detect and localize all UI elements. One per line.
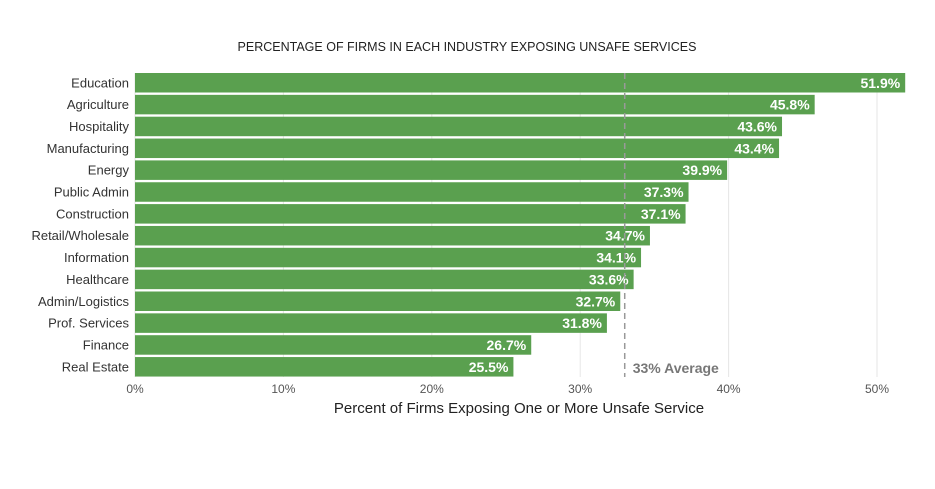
- bar-value-label: 39.9%: [682, 162, 722, 178]
- chart-title: PERCENTAGE OF FIRMS IN EACH INDUSTRY EXP…: [238, 40, 697, 54]
- bar: [135, 138, 780, 159]
- category-label: Finance: [83, 337, 129, 352]
- x-tick-label: 10%: [271, 382, 295, 396]
- category-label: Healthcare: [66, 272, 129, 287]
- bar-value-label: 34.1%: [596, 250, 636, 266]
- category-label: Information: [64, 250, 129, 265]
- category-label: Manufacturing: [47, 141, 129, 156]
- bar-value-label: 43.6%: [737, 118, 777, 134]
- reference-line-group: 33% Average: [623, 73, 719, 377]
- category-label: Retail/Wholesale: [31, 228, 129, 243]
- bar: [135, 225, 650, 246]
- bar: [135, 247, 642, 268]
- bar: [135, 291, 621, 311]
- category-label: Admin/Logistics: [38, 294, 130, 309]
- bar: [135, 357, 514, 377]
- x-tick-label: 40%: [717, 382, 741, 396]
- category-label: Energy: [88, 163, 130, 178]
- x-tick-label: 30%: [568, 382, 592, 396]
- bar-value-label: 26.7%: [487, 337, 527, 353]
- bar: [135, 335, 532, 355]
- category-label: Agriculture: [67, 97, 129, 112]
- category-label: Hospitality: [69, 119, 129, 134]
- bar: [135, 73, 906, 93]
- bar-value-label: 37.1%: [641, 206, 681, 222]
- category-labels: Education Agriculture Hospitality Manufactu…: [31, 75, 129, 374]
- average-label: 33% Average: [633, 360, 719, 376]
- bar: [135, 160, 728, 180]
- x-tick-label: 20%: [420, 382, 444, 396]
- x-tick-label: 50%: [865, 382, 889, 396]
- bar-value-label: 25.5%: [469, 359, 509, 375]
- bar-value-label: 37.3%: [644, 184, 684, 200]
- bar: [135, 182, 689, 202]
- category-label: Education: [71, 75, 129, 90]
- bar: [135, 269, 634, 290]
- bar: [135, 204, 686, 224]
- x-tick-labels: 0% 10% 20% 30% 40% 50%: [126, 382, 889, 396]
- bars: 51.9%45.8%43.6%43.4%39.9%37.3%37.1%34.7%…: [135, 73, 906, 377]
- category-label: Prof. Services: [48, 316, 129, 331]
- bar-value-label: 43.4%: [734, 140, 774, 156]
- bar-value-label: 31.8%: [562, 315, 602, 331]
- bar-value-label: 45.8%: [770, 97, 810, 113]
- category-label: Construction: [56, 206, 129, 221]
- x-tick-label: 0%: [126, 382, 144, 396]
- bar-value-label: 33.6%: [589, 271, 629, 287]
- bar: [135, 116, 783, 137]
- category-label: Real Estate: [62, 359, 129, 374]
- bar: [135, 94, 815, 115]
- bar-value-label: 32.7%: [576, 293, 616, 309]
- category-label: Public Admin: [54, 185, 129, 200]
- x-axis-label: Percent of Firms Exposing One or More Un…: [334, 400, 704, 417]
- bar-value-label: 51.9%: [860, 75, 900, 91]
- bar: [135, 313, 607, 333]
